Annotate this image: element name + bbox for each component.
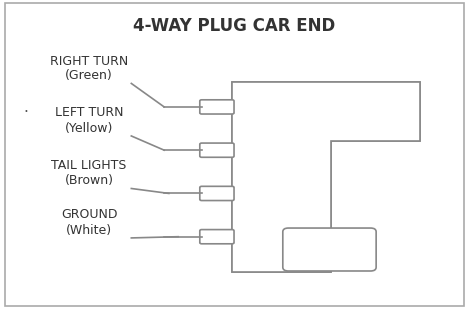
Text: (Brown): (Brown) [65, 174, 113, 187]
Text: RIGHT TURN: RIGHT TURN [50, 55, 128, 68]
Text: GROUND: GROUND [61, 208, 117, 221]
FancyBboxPatch shape [200, 100, 234, 114]
Text: (Green): (Green) [65, 69, 113, 82]
Text: TAIL LIGHTS: TAIL LIGHTS [52, 159, 127, 172]
FancyBboxPatch shape [283, 228, 376, 271]
Polygon shape [232, 82, 420, 272]
Text: (Yellow): (Yellow) [65, 122, 113, 135]
Text: (White): (White) [66, 224, 112, 237]
FancyBboxPatch shape [200, 230, 234, 244]
Text: ·: · [23, 105, 28, 120]
PathPatch shape [232, 82, 420, 272]
FancyBboxPatch shape [200, 186, 234, 201]
Text: 4-WAY PLUG CAR END: 4-WAY PLUG CAR END [133, 17, 336, 35]
FancyBboxPatch shape [200, 143, 234, 157]
Text: LEFT TURN: LEFT TURN [55, 106, 123, 119]
